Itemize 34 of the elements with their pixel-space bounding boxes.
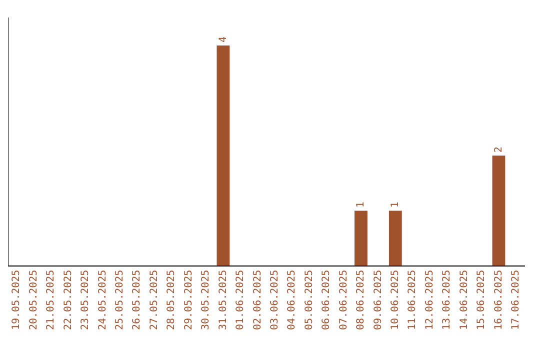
x-tick-label: 28.05.2025 xyxy=(166,270,178,330)
x-tick-label: 21.05.2025 xyxy=(46,270,57,330)
x-tick-label: 30.05.2025 xyxy=(200,270,212,330)
x-tick-label: 11.06.2025 xyxy=(407,270,418,330)
x-tick-label: 23.05.2025 xyxy=(80,270,92,330)
x-tick-label: 15.06.2025 xyxy=(476,270,488,330)
x-tick-label: 07.06.2025 xyxy=(338,270,350,330)
x-tick-label: 17.06.2025 xyxy=(510,270,522,330)
x-tick-label: 13.06.2025 xyxy=(442,270,453,330)
x-tick-label: 24.05.2025 xyxy=(97,270,108,330)
x-tick-label: 26.05.2025 xyxy=(132,270,143,330)
x-tick-label: 14.06.2025 xyxy=(458,270,470,330)
x-tick-label: 10.06.2025 xyxy=(390,270,401,330)
data-label: 4 xyxy=(218,36,229,43)
data-label: 1 xyxy=(390,202,401,208)
x-tick-label: 25.05.2025 xyxy=(114,270,126,330)
x-tick-label: 05.06.2025 xyxy=(304,270,315,330)
x-tick-label: 06.06.2025 xyxy=(321,270,332,330)
x-tick-label: 20.05.2025 xyxy=(28,270,40,330)
x-tick-label: 04.06.2025 xyxy=(286,270,298,330)
x-tick-label: 29.05.2025 xyxy=(183,270,194,330)
data-label: 1 xyxy=(356,202,367,208)
x-tick-label: 03.06.2025 xyxy=(269,270,280,330)
x-tick-label: 19.05.2025 xyxy=(11,270,22,330)
x-tick-label: 12.06.2025 xyxy=(424,270,436,330)
x-tick-label: 01.06.2025 xyxy=(235,270,246,330)
x-tick-label: 09.06.2025 xyxy=(372,270,384,330)
x-tick-label: 31.05.2025 xyxy=(218,270,229,330)
x-tick-label: 16.06.2025 xyxy=(493,270,504,330)
x-tick-label: 27.05.2025 xyxy=(148,270,160,330)
x-tick-label: 08.06.2025 xyxy=(356,270,367,330)
data-label: 2 xyxy=(493,146,504,153)
x-tick-label: 02.06.2025 xyxy=(252,270,264,330)
x-tick-label: 22.05.2025 xyxy=(62,270,74,330)
